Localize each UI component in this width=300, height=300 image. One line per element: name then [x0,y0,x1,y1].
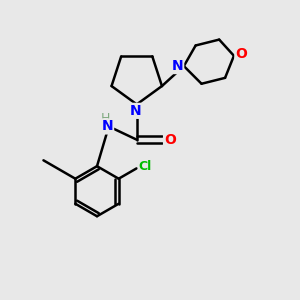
Text: H: H [100,112,110,125]
Text: Cl: Cl [139,160,152,173]
Text: O: O [235,47,247,61]
Text: N: N [172,59,183,73]
Text: N: N [101,119,113,134]
Text: N: N [130,104,141,118]
Text: O: O [164,133,176,147]
